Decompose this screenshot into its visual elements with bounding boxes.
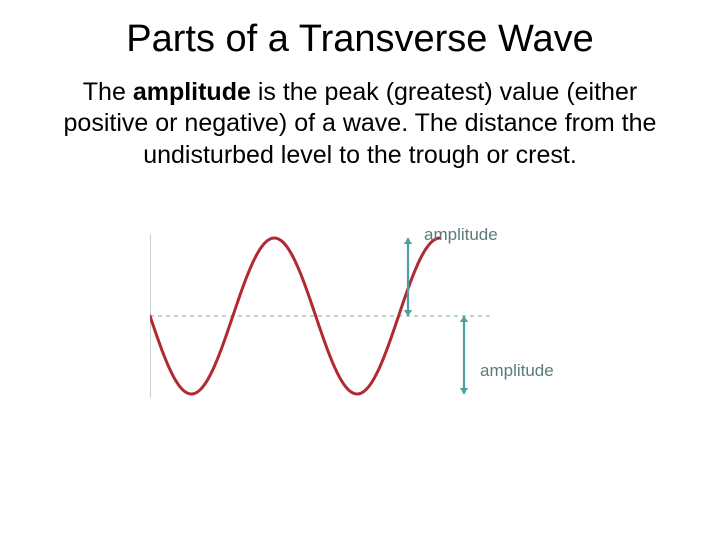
def-pre: The [83,78,133,106]
amplitude-label-1: amplitude [424,225,498,245]
amplitude-definition: The amplitude is the peak (greatest) val… [40,77,680,171]
wave-svg [150,201,570,431]
wave-diagram: amplitude amplitude [150,201,570,431]
amplitude-label-2: amplitude [480,361,554,381]
diagram-container: amplitude amplitude [0,201,720,431]
page-title: Parts of a Transverse Wave [0,18,720,61]
def-bold: amplitude [133,78,251,106]
